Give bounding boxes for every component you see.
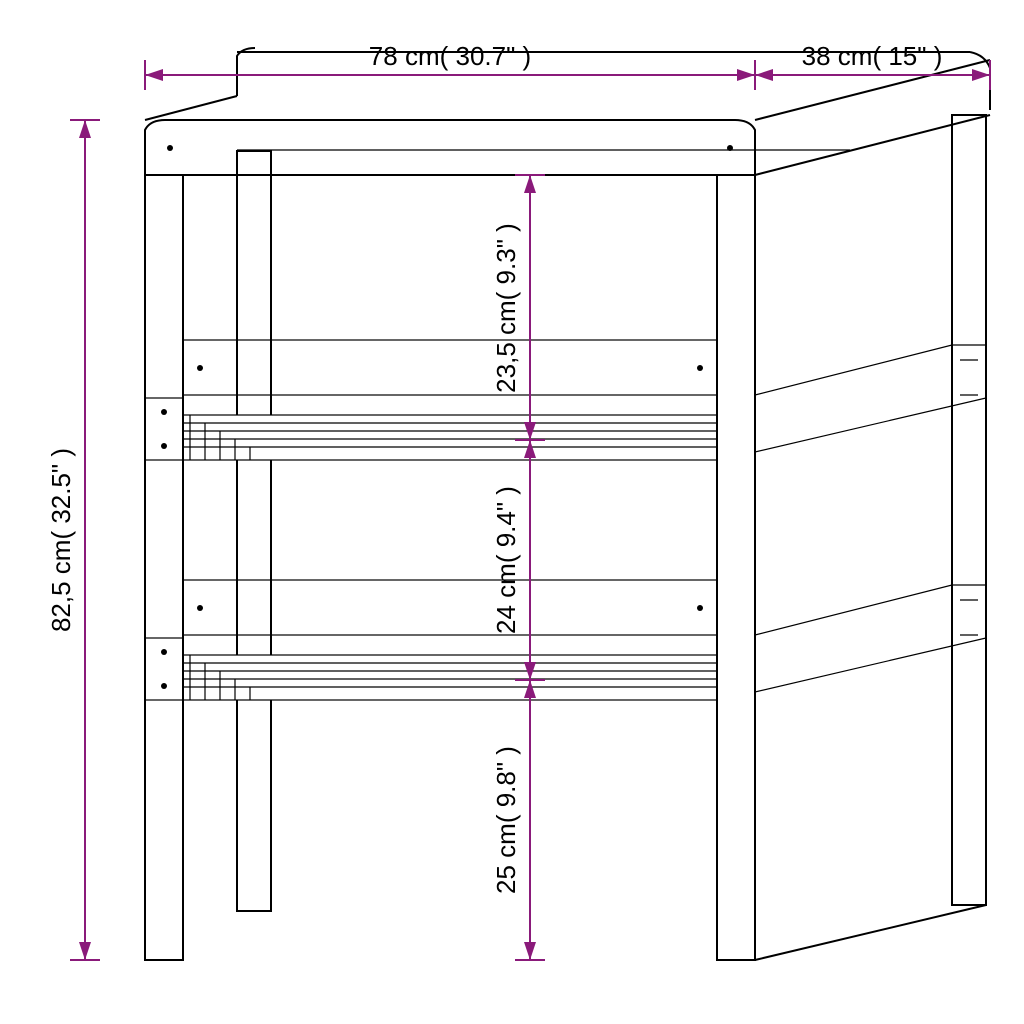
dimension-lines [70, 60, 990, 960]
dim-gap-top-label: 23,5 cm( 9.3" ) [491, 223, 521, 393]
dim-floor-label: 25 cm( 9.8" ) [491, 746, 521, 894]
dim-depth-label: 38 cm( 15" ) [802, 41, 943, 71]
dim-width-label: 78 cm( 30.7" ) [369, 41, 531, 71]
dimension-diagram: 78 cm( 30.7" ) 38 cm( 15" ) 82,5 cm( 32.… [0, 0, 1024, 1024]
dim-height-label: 82,5 cm( 32.5" ) [46, 448, 76, 632]
product-drawing [145, 48, 990, 960]
dim-gap-mid-label: 24 cm( 9.4" ) [491, 486, 521, 634]
